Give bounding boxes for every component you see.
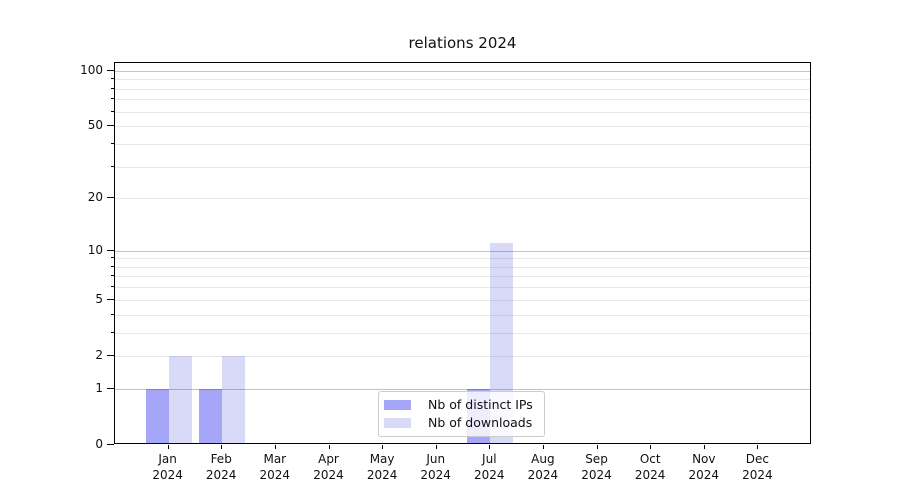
gridline-minor xyxy=(115,88,810,90)
gridline-minor xyxy=(115,126,810,128)
x-tick-label: May 2024 xyxy=(366,452,398,482)
y-tick-mark xyxy=(107,387,114,389)
y-minor-tick-mark xyxy=(111,257,114,259)
bar-distinct-ips xyxy=(199,388,223,444)
bar-downloads xyxy=(168,355,192,444)
y-tick-mark xyxy=(107,69,114,71)
distinct-ips-swatch-icon xyxy=(384,400,411,410)
legend-item: Nb of downloads xyxy=(384,416,544,430)
y-minor-tick-mark xyxy=(111,78,114,80)
gridline-minor xyxy=(115,332,810,334)
x-tick-label: Mar 2024 xyxy=(259,452,291,482)
legend: Nb of distinct IPs Nb of downloads xyxy=(378,391,545,437)
x-tick-mark xyxy=(489,445,491,449)
x-tick-label: Jul 2024 xyxy=(474,452,505,482)
x-tick-label: Jun 2024 xyxy=(420,452,451,482)
y-minor-tick-mark xyxy=(111,286,114,288)
y-tick-mark xyxy=(107,197,114,199)
y-tick-label: 100 xyxy=(80,62,103,77)
legend-label: Nb of distinct IPs xyxy=(428,397,533,412)
x-tick-mark xyxy=(274,445,276,449)
y-tick-label: 1 xyxy=(95,380,103,395)
y-minor-tick-mark xyxy=(111,331,114,333)
x-tick-mark xyxy=(542,445,544,449)
x-tick-label: Nov 2024 xyxy=(688,452,720,482)
bar-downloads xyxy=(222,355,246,444)
gridline-minor xyxy=(115,143,810,145)
gridline-minor xyxy=(115,276,810,278)
y-tick-mark xyxy=(107,298,114,300)
gridline-minor xyxy=(115,111,810,113)
y-tick-label: 5 xyxy=(95,291,103,306)
x-tick-label: Feb 2024 xyxy=(205,452,237,482)
gridline-minor xyxy=(115,198,810,200)
x-tick-label: Oct 2024 xyxy=(634,452,666,482)
y-tick-label: 20 xyxy=(87,190,103,205)
gridline-minor xyxy=(115,355,810,357)
gridline-minor xyxy=(115,99,810,101)
x-tick-mark xyxy=(167,445,169,449)
y-minor-tick-mark xyxy=(111,110,114,112)
x-tick-label: Apr 2024 xyxy=(313,452,344,482)
x-tick-mark xyxy=(596,445,598,449)
x-tick-mark xyxy=(650,445,652,449)
legend-item: Nb of distinct IPs xyxy=(384,398,544,412)
y-tick-label: 10 xyxy=(87,242,103,257)
gridline-major xyxy=(115,250,810,252)
x-tick-mark xyxy=(703,445,705,449)
y-tick-mark xyxy=(107,354,114,356)
x-tick-label: Dec 2024 xyxy=(742,452,773,482)
y-minor-tick-mark xyxy=(111,275,114,277)
y-minor-tick-mark xyxy=(111,165,114,167)
x-tick-label: Sep 2024 xyxy=(581,452,612,482)
gridline-major xyxy=(115,388,810,390)
y-minor-tick-mark xyxy=(111,142,114,144)
y-minor-tick-mark xyxy=(111,313,114,315)
downloads-swatch-icon xyxy=(384,418,411,428)
y-minor-tick-mark xyxy=(111,87,114,89)
chart-title: relations 2024 xyxy=(408,34,517,52)
x-tick-label: Aug 2024 xyxy=(527,452,559,482)
y-tick-label: 50 xyxy=(87,118,103,133)
plot-area xyxy=(114,62,811,444)
gridline-minor xyxy=(115,166,810,168)
y-tick-label: 0 xyxy=(95,437,103,451)
gridline-minor xyxy=(115,266,810,268)
x-tick-label: Jan 2024 xyxy=(152,452,183,482)
gridline-minor xyxy=(115,258,810,260)
x-tick-mark xyxy=(435,445,437,449)
gridline-minor xyxy=(115,299,810,301)
y-minor-tick-mark xyxy=(111,265,114,267)
gridline-minor xyxy=(115,287,810,289)
x-tick-mark xyxy=(328,445,330,449)
gridline-minor xyxy=(115,79,810,81)
y-minor-tick-mark xyxy=(111,98,114,100)
legend-label: Nb of downloads xyxy=(428,415,533,430)
bar-distinct-ips xyxy=(145,388,169,444)
x-tick-mark xyxy=(757,445,759,449)
gridline-major xyxy=(115,70,810,72)
x-tick-mark xyxy=(221,445,223,449)
y-tick-mark xyxy=(107,125,114,127)
y-tick-label: 2 xyxy=(95,347,103,362)
y-tick-mark xyxy=(107,444,114,445)
y-tick-mark xyxy=(107,249,114,251)
gridline-minor xyxy=(115,314,810,316)
x-tick-mark xyxy=(382,445,384,449)
